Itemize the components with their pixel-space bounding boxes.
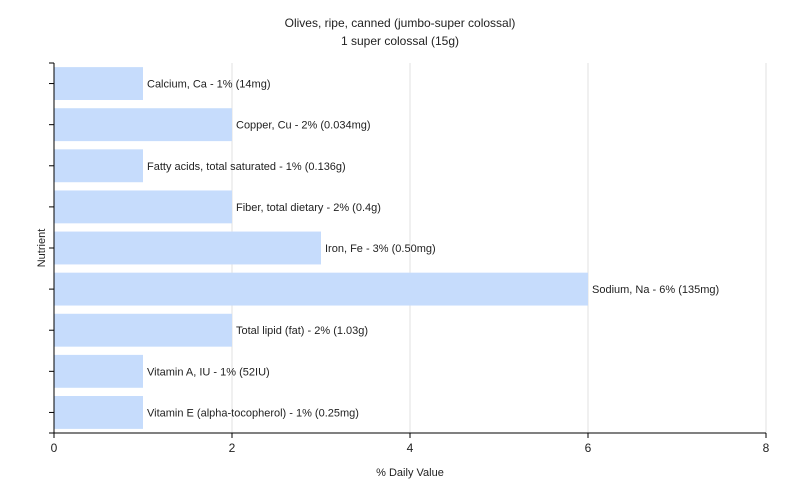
bar-data-label: Fatty acids, total saturated - 1% (0.136…	[147, 161, 346, 173]
bar	[54, 67, 143, 100]
x-tick-label: 8	[763, 441, 770, 455]
bars	[54, 67, 588, 429]
x-tick-label: 4	[407, 441, 414, 455]
chart-title: Olives, ripe, canned (jumbo-super coloss…	[285, 16, 516, 30]
bar-data-label: Copper, Cu - 2% (0.034mg)	[236, 120, 371, 132]
bar-data-label: Calcium, Ca - 1% (14mg)	[147, 79, 270, 91]
bar	[54, 272, 588, 306]
y-axis-title: Nutrient	[36, 229, 48, 268]
bar	[54, 231, 321, 265]
bar	[54, 396, 143, 429]
x-tick-label: 0	[51, 441, 58, 455]
x-tick-label: 2	[229, 441, 236, 455]
bar-data-label: Vitamin A, IU - 1% (52IU)	[147, 366, 270, 378]
bar-data-label: Total lipid (fat) - 2% (1.03g)	[236, 325, 368, 337]
x-tick-label: 6	[585, 441, 592, 455]
bar	[54, 149, 143, 183]
bar	[54, 190, 232, 224]
bar-data-label: Iron, Fe - 3% (0.50mg)	[325, 243, 436, 255]
bar	[54, 108, 232, 142]
bar-data-label: Vitamin E (alpha-tocopherol) - 1% (0.25m…	[147, 407, 359, 419]
bar	[54, 354, 143, 388]
axes: 0 2 4 6 8	[49, 62, 770, 455]
bar	[54, 313, 232, 347]
chart-subtitle: 1 super colossal (15g)	[341, 34, 459, 48]
x-axis-title: % Daily Value	[376, 467, 444, 479]
data-labels: Calcium, Ca - 1% (14mg) Copper, Cu - 2% (…	[147, 79, 719, 420]
bar-data-label: Sodium, Na - 6% (135mg)	[592, 284, 719, 296]
bar-data-label: Fiber, total dietary - 2% (0.4g)	[236, 202, 381, 214]
